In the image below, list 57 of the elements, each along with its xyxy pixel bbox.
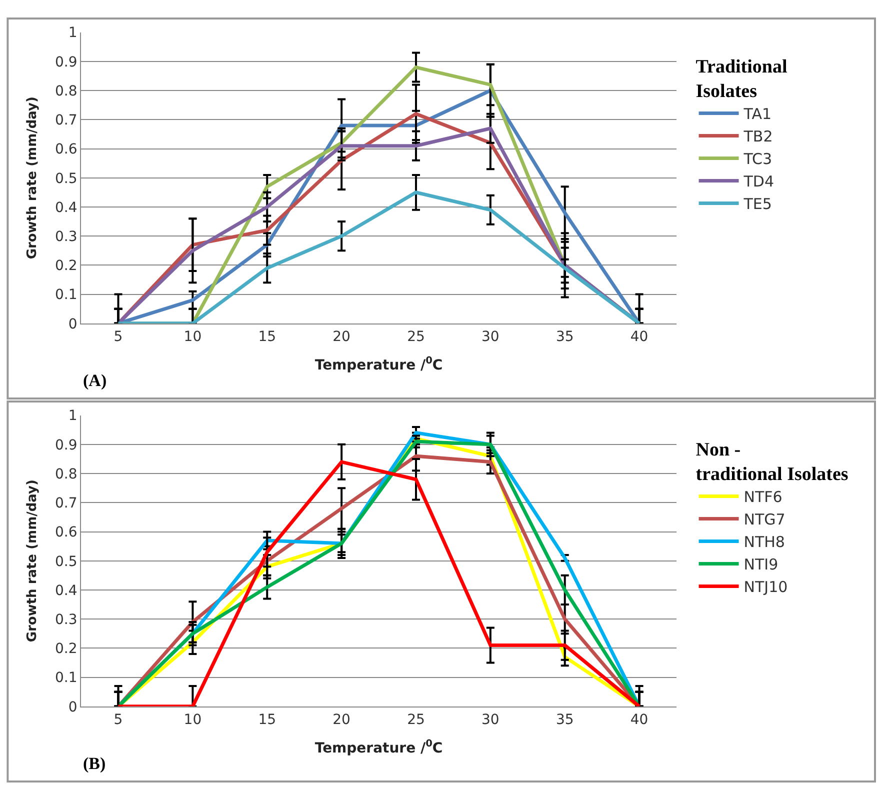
y-tick-label: 0.8 [54,466,78,482]
line-series [116,190,642,324]
legend-label: NTG7 [744,510,786,529]
legend-title: Traditional Isolates [696,56,788,102]
x-tick-label: 35 [556,329,574,346]
y-tick-label: 0.4 [54,582,78,599]
y-tick-label: 0.9 [54,54,78,70]
y-tick-label: 0.2 [54,641,78,658]
x-tick-label: 5 [114,712,123,728]
y-tick-label: 1 [68,408,78,424]
legend-label: TA1 [742,105,772,124]
legend-label: NTF6 [744,488,782,506]
x-tick-label: 5 [114,329,123,346]
text: (B) [83,754,106,773]
x-tick-label: 40 [630,329,648,346]
legend-label: TB2 [742,128,773,146]
y-tick-label: 0.7 [54,112,78,129]
x-axis-title: Temperature /$^{0}$C [314,356,443,374]
x-tick-label: 10 [184,712,202,728]
y-tick-label: 0.3 [54,612,78,628]
y-tick-label: 0.5 [54,170,78,187]
x-tick-label: 40 [630,712,648,728]
y-tick-label: 0.4 [54,200,78,216]
legend-label: NTJ10 [744,578,788,596]
y-tick-label: 0 [68,316,78,332]
x-tick-label: 25 [407,329,425,346]
x-tick-label: 35 [556,712,574,728]
x-tick-label: 10 [184,329,202,346]
legend-label: TD4 [742,172,774,191]
x-tick-label: 25 [407,712,425,728]
x-tick-label: 15 [258,329,276,346]
legend-title: Non - traditional Isolates [696,439,848,486]
y-axis-title: Growth rate (mm/day) [24,96,40,260]
y-tick-label: 0.6 [54,142,78,158]
y-tick-label: 0.3 [54,228,78,245]
y-tick-label: 0.5 [54,554,78,570]
x-tick-label: 20 [332,712,350,728]
y-tick-label: 0 [68,699,78,716]
y-tick-label: 0.9 [54,437,78,454]
y-axis-title: Growth rate (mm/day) [24,480,40,642]
legend-label: NTI9 [744,556,778,574]
x-tick-label: 30 [482,712,500,728]
x-tick-label: 15 [258,712,276,728]
y-tick-label: 0.2 [54,258,78,274]
x-tick-label: 20 [332,329,350,346]
legend-label: TC3 [742,150,772,168]
y-tick-label: 0.6 [54,524,78,541]
x-tick-label: 30 [482,329,500,346]
legend-label: TE5 [742,195,772,214]
legend-label: NTH8 [744,533,785,552]
y-tick-label: 1 [68,25,78,42]
text: (A) [83,371,107,390]
x-axis-title: Temperature /$^{0}$C [314,738,443,756]
y-tick-label: 0.1 [54,670,78,686]
y-tick-label: 0.8 [54,83,78,100]
y-tick-label: 0.7 [54,496,78,512]
y-tick-label: 0.1 [54,287,78,304]
